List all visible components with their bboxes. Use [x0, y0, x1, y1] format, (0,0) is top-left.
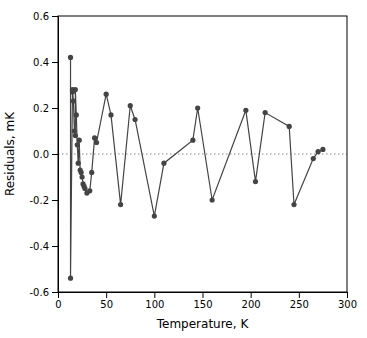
plot-frame: [58, 16, 347, 292]
point: [74, 112, 79, 117]
point: [108, 112, 113, 117]
tick-label: 0.6: [33, 11, 49, 22]
tick-label: 50: [100, 299, 113, 310]
tick: -0.6: [29, 287, 58, 298]
reference-line: [58, 154, 347, 155]
tick: 0.2: [33, 103, 58, 114]
point: [190, 138, 195, 143]
tick: 0.6: [33, 11, 58, 22]
series-line: [71, 57, 323, 278]
point: [161, 161, 166, 166]
point: [68, 55, 73, 60]
tick: 300: [338, 292, 357, 310]
point: [263, 110, 268, 115]
tick: 50: [100, 292, 113, 310]
point: [68, 276, 73, 281]
tick-label: 0: [55, 299, 61, 310]
x-axis-title: Temperature, K: [156, 317, 250, 331]
tick: 100: [145, 292, 164, 310]
tick: 200: [242, 292, 261, 310]
tick-mark: [52, 246, 58, 247]
tick: 250: [290, 292, 309, 310]
point: [320, 147, 325, 152]
point: [76, 161, 81, 166]
plot: 0 50 100 150 200 250 300 -0.6 -0.4 -0.2 0.0 0.2 0.4 0…: [3, 11, 357, 331]
point: [253, 179, 258, 184]
tick-label: -0.6: [29, 287, 49, 298]
point: [195, 105, 200, 110]
point: [316, 149, 321, 154]
chart: 0 50 100 150 200 250 300 -0.6 -0.4 -0.2 0.0 0.2 0.4 0…: [0, 0, 367, 338]
point: [287, 124, 292, 129]
point: [128, 103, 133, 108]
tick: -0.2: [29, 195, 58, 206]
marks: [58, 55, 347, 281]
tick-mark: [52, 154, 58, 155]
series-points: [68, 55, 326, 281]
tick-mark: [52, 62, 58, 63]
tick-label: 0.0: [33, 149, 49, 160]
y-axis-title: Residuals, mK: [3, 111, 17, 196]
tick-label: 0.2: [33, 103, 49, 114]
tick-label: 250: [290, 299, 309, 310]
point: [92, 135, 97, 140]
point: [75, 142, 80, 147]
axis-line: [52, 17, 59, 293]
tick-label: 0.4: [33, 57, 49, 68]
tick-mark: [52, 16, 58, 17]
point: [291, 202, 296, 207]
point: [72, 128, 77, 133]
point: [79, 174, 84, 179]
tick-mark: [154, 292, 155, 298]
tick-mark: [52, 200, 58, 201]
tick: -0.4: [29, 241, 58, 252]
tick-label: -0.2: [29, 195, 49, 206]
point: [79, 170, 84, 175]
tick-mark: [251, 292, 252, 298]
tick: 0.0: [33, 149, 58, 160]
tick: 0: [55, 292, 61, 310]
tick-label: 150: [193, 299, 212, 310]
tick-mark: [52, 108, 58, 109]
y-axis: -0.6 -0.4 -0.2 0.0 0.2 0.4 0.6: [29, 11, 58, 298]
tick: 0.4: [33, 57, 58, 68]
point: [71, 99, 76, 104]
point: [311, 156, 316, 161]
tick-label: 100: [145, 299, 164, 310]
tick-label: 300: [338, 299, 357, 310]
tick-mark: [52, 292, 58, 293]
tick-mark: [106, 292, 107, 298]
tick-mark: [203, 292, 204, 298]
x-axis: 0 50 100 150 200 250 300: [55, 292, 357, 310]
point: [132, 117, 137, 122]
axis-line: [59, 293, 348, 299]
point: [89, 170, 94, 175]
tick-label: -0.4: [29, 241, 49, 252]
point: [73, 87, 78, 92]
tick-label: 200: [242, 299, 261, 310]
point: [152, 214, 157, 219]
tick-mark: [347, 292, 348, 298]
point: [87, 188, 92, 193]
tick-mark: [299, 292, 300, 298]
point: [73, 133, 78, 138]
point: [77, 138, 82, 143]
point: [82, 186, 87, 191]
point: [210, 197, 215, 202]
point: [104, 92, 109, 97]
tick: 150: [193, 292, 212, 310]
point: [118, 202, 123, 207]
point: [94, 140, 99, 145]
point: [243, 108, 248, 113]
